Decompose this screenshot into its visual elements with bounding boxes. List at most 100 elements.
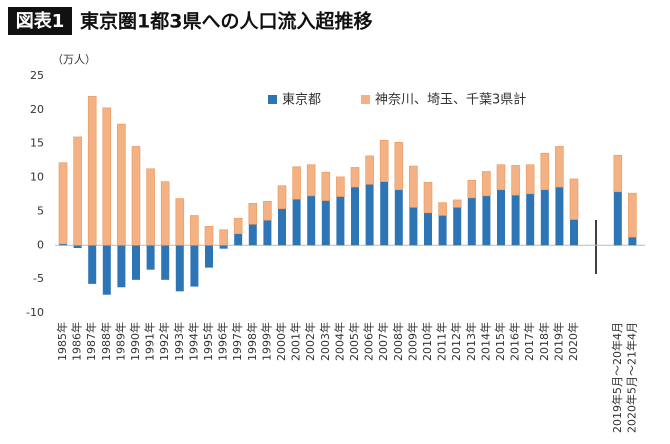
x-tick-label: 2004年: [332, 322, 346, 361]
x-tick-label: 1986年: [70, 322, 84, 361]
bar: [438, 215, 447, 246]
bar: [233, 217, 243, 235]
chart-title: 東京圏1都3県への人口流入超推移: [80, 10, 372, 33]
bar: [497, 189, 505, 246]
x-tick-label: 2006年: [362, 322, 376, 361]
bar: [525, 164, 535, 195]
x-tick-label: 1990年: [128, 322, 142, 361]
badge: 図表1: [16, 10, 65, 32]
x-tick-label: 1993年: [172, 322, 186, 361]
x-tick-label: 2015年: [493, 322, 507, 361]
bar: [161, 245, 170, 280]
x-tick-label: 1996年: [216, 322, 230, 361]
bar: [190, 215, 199, 246]
legend-swatch: [268, 95, 277, 104]
bar: [234, 233, 243, 246]
bar: [306, 164, 316, 197]
bar: [467, 197, 476, 246]
legend-label: 神奈川、埼玉、千葉3県計: [375, 92, 526, 108]
x-tick-label: 2016年: [508, 322, 522, 361]
bar: [365, 155, 374, 185]
x-tick-label: 2008年: [391, 322, 405, 361]
x-tick-label: 2010年: [420, 322, 434, 361]
x-tick-label: 2012年: [449, 322, 463, 361]
bar: [526, 193, 535, 246]
bar: [613, 191, 622, 246]
bar: [540, 189, 549, 246]
bar: [277, 185, 287, 210]
bar: [409, 165, 418, 208]
x-tick-label: 2003年: [318, 322, 332, 361]
bar: [102, 245, 111, 295]
bar: [540, 152, 550, 191]
bar: [570, 219, 578, 246]
bar: [321, 200, 330, 246]
x-tick-label: 2009年: [405, 322, 419, 361]
bar: [87, 96, 97, 246]
bar: [409, 207, 418, 246]
x-tick-label: 1994年: [186, 322, 200, 361]
bar: [350, 167, 360, 188]
bar: [132, 245, 140, 280]
bar: [379, 140, 389, 182]
bar: [146, 245, 155, 270]
bar: [146, 168, 155, 246]
bar: [482, 171, 491, 197]
x-tick-label: 2019年5月～20年4月: [610, 322, 624, 433]
y-tick-label: 25: [30, 69, 44, 82]
bar: [219, 245, 228, 249]
bar: [423, 182, 433, 214]
y-unit: （万人）: [52, 53, 96, 66]
bar: [424, 212, 432, 246]
bar: [58, 162, 68, 245]
legend-label: 東京都: [282, 92, 321, 108]
x-tick-label: 1995年: [201, 322, 215, 361]
bar: [160, 181, 170, 246]
bar: [453, 207, 462, 246]
x-tick-label: 1998年: [245, 322, 259, 361]
bar: [205, 245, 213, 268]
x-tick-label: 2001年: [289, 322, 303, 361]
bar: [117, 123, 126, 246]
bar: [248, 224, 257, 246]
bar: [351, 187, 359, 246]
y-tick-label: -5: [33, 272, 44, 285]
bar: [628, 192, 637, 238]
bar: [263, 220, 272, 246]
x-tick-label: 2020年5月～21年4月: [624, 322, 638, 433]
bar: [263, 200, 272, 221]
bar: [380, 181, 389, 246]
bar: [175, 245, 184, 292]
bar: [336, 196, 345, 246]
y-tick-label: -10: [26, 306, 44, 319]
bar: [204, 226, 214, 246]
x-tick-label: 2020年: [566, 322, 580, 361]
x-tick-label: 2002年: [303, 322, 317, 361]
bar: [511, 165, 520, 196]
x-tick-label: 1992年: [157, 322, 171, 361]
y-tick-label: 0: [37, 238, 44, 251]
legend-swatch: [361, 95, 371, 104]
x-tick-label: 1991年: [143, 322, 157, 361]
y-tick-label: 15: [30, 137, 44, 150]
bar: [613, 154, 623, 193]
bar: [467, 179, 477, 199]
bar: [452, 199, 462, 208]
bar: [219, 229, 228, 246]
x-tick-label: 1997年: [230, 322, 244, 361]
bar: [569, 178, 579, 220]
bar: [59, 243, 67, 246]
bar: [131, 146, 141, 246]
x-tick-label: 2005年: [347, 322, 361, 361]
bar: [278, 208, 286, 246]
x-tick-label: 2018年: [537, 322, 551, 361]
bar: [394, 189, 403, 246]
bar: [511, 195, 520, 246]
bar: [394, 142, 404, 191]
x-tick-label: 2000年: [274, 322, 288, 361]
bar: [496, 164, 506, 191]
bar: [307, 195, 316, 246]
bar: [175, 198, 185, 246]
bar: [321, 171, 331, 201]
